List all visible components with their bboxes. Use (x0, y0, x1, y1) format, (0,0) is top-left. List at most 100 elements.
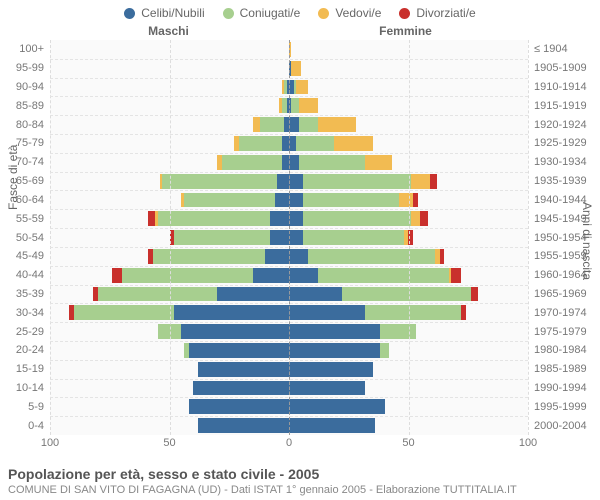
bar-segment (289, 324, 380, 339)
birth-label: 1905-1909 (528, 59, 600, 78)
bar-segment (399, 193, 413, 208)
bar-segment (289, 268, 318, 283)
bar-segment (365, 155, 391, 170)
bar-segment (303, 193, 399, 208)
bar-segment (430, 174, 437, 189)
age-label: 0-4 (0, 416, 50, 435)
footer: Popolazione per età, sesso e stato civil… (8, 466, 592, 496)
legend-item: Divorziati/e (399, 6, 475, 20)
bar-segment (380, 324, 416, 339)
bar-segment (184, 193, 275, 208)
x-tick: 0 (286, 437, 292, 449)
bar-segment (270, 211, 289, 226)
bar-segment (289, 230, 303, 245)
age-label: 10-14 (0, 379, 50, 398)
age-axis: 100+95-9990-9485-8980-8475-7970-7465-696… (0, 40, 50, 435)
bar-segment (303, 211, 411, 226)
bar-segment (461, 305, 466, 320)
bar-segment (189, 343, 289, 358)
birth-label: 1980-1984 (528, 341, 600, 360)
bar-segment (158, 211, 270, 226)
bar-segment (222, 155, 282, 170)
age-label: 50-54 (0, 228, 50, 247)
age-label: 15-19 (0, 360, 50, 379)
bar-segment (291, 61, 301, 76)
birth-label: 1970-1974 (528, 303, 600, 322)
legend-label: Divorziati/e (416, 6, 475, 20)
bar-segment (296, 80, 308, 95)
birth-label: 1920-1924 (528, 115, 600, 134)
bar-segment (174, 305, 289, 320)
bar-segment (289, 305, 365, 320)
age-label: 55-59 (0, 209, 50, 228)
legend-item: Celibi/Nubili (124, 6, 204, 20)
bar-segment (289, 418, 375, 433)
x-axis: 10050050100 (50, 435, 528, 453)
legend-swatch (124, 8, 135, 19)
birth-label: 1930-1934 (528, 153, 600, 172)
birth-label: ≤ 1904 (528, 40, 600, 59)
chart-area (50, 40, 528, 435)
bar-segment (334, 136, 372, 151)
birth-label: 1915-1919 (528, 96, 600, 115)
bar-segment (289, 399, 385, 414)
bar-segment (162, 174, 277, 189)
bar-segment (342, 287, 471, 302)
legend: Celibi/NubiliConiugati/eVedovi/eDivorzia… (0, 0, 600, 20)
bar-segment (289, 155, 299, 170)
birth-label: 1935-1939 (528, 172, 600, 191)
bar-segment (289, 362, 373, 377)
bar-segment (253, 117, 260, 132)
column-headers: Maschi Femmine (0, 24, 600, 38)
bar-segment (289, 117, 299, 132)
legend-swatch (318, 8, 329, 19)
birth-label: 1995-1999 (528, 397, 600, 416)
bar-segment (296, 136, 334, 151)
chart-subtitle: COMUNE DI SAN VITO DI FAGAGNA (UD) - Dat… (8, 484, 592, 496)
bar-segment (174, 230, 270, 245)
bar-segment (289, 381, 365, 396)
bar-segment (289, 211, 303, 226)
bar-segment (411, 211, 421, 226)
header-female: Femmine (287, 24, 524, 38)
age-label: 20-24 (0, 341, 50, 360)
bar-segment (289, 136, 296, 151)
birth-label: 1985-1989 (528, 360, 600, 379)
bar-segment (318, 268, 449, 283)
age-label: 85-89 (0, 96, 50, 115)
bar-segment (112, 268, 122, 283)
bar-segment (282, 155, 289, 170)
bar-segment (365, 305, 461, 320)
bar-segment (289, 287, 342, 302)
bar-segment (198, 362, 289, 377)
legend-label: Celibi/Nubili (141, 6, 204, 20)
left-axis-title: Fasce di età (6, 145, 20, 210)
birth-label: 1965-1969 (528, 285, 600, 304)
legend-swatch (399, 8, 410, 19)
age-label: 30-34 (0, 303, 50, 322)
bar-segment (282, 136, 289, 151)
bar-segment (299, 117, 318, 132)
bar-segment (217, 287, 289, 302)
x-tick: 50 (163, 437, 175, 449)
bar-segment (451, 268, 461, 283)
birth-label: 1910-1914 (528, 78, 600, 97)
bar-segment (239, 136, 282, 151)
legend-swatch (223, 8, 234, 19)
x-tick: 100 (41, 437, 59, 449)
bar-segment (98, 287, 218, 302)
age-label: 5-9 (0, 397, 50, 416)
bar-segment (420, 211, 427, 226)
plot-area: 100+95-9990-9485-8980-8475-7970-7465-696… (0, 40, 600, 435)
bar-segment (198, 418, 289, 433)
x-tick: 100 (519, 437, 537, 449)
pyramid-chart: Celibi/NubiliConiugati/eVedovi/eDivorzia… (0, 0, 600, 500)
bar-segment (260, 117, 284, 132)
bar-segment (265, 249, 289, 264)
right-axis-title: Anni di nascita (580, 202, 594, 280)
bar-segment (380, 343, 390, 358)
age-label: 90-94 (0, 78, 50, 97)
bar-segment (253, 268, 289, 283)
legend-item: Vedovi/e (318, 6, 381, 20)
age-label: 45-49 (0, 247, 50, 266)
